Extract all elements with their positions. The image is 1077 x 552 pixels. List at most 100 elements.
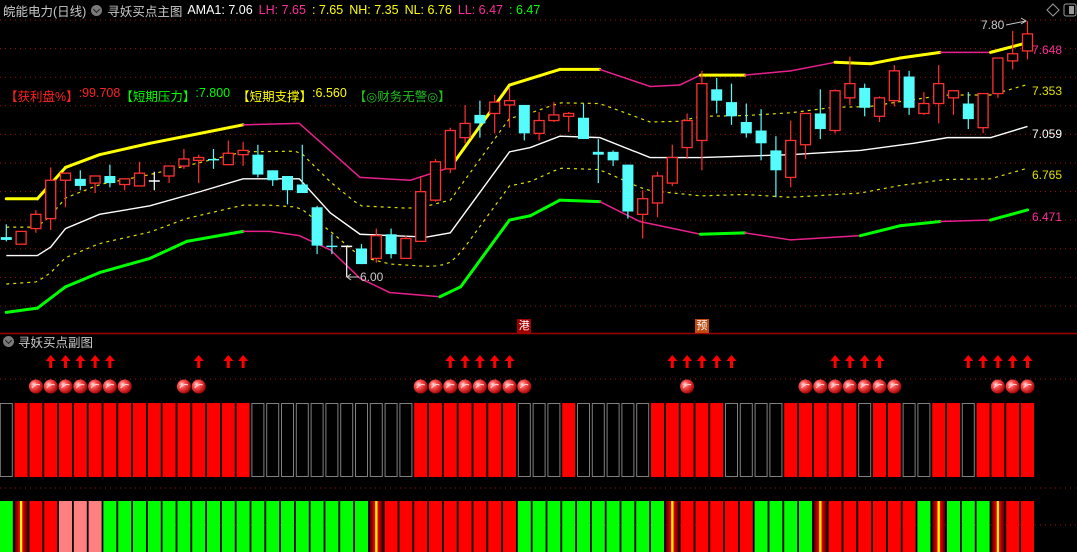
candle xyxy=(89,175,101,194)
upper-band-segment xyxy=(98,141,152,157)
ball-body xyxy=(73,379,88,394)
trend-bar xyxy=(310,501,324,552)
signal-bar-empty xyxy=(310,403,324,477)
candle xyxy=(1021,21,1034,60)
signal-ball-icon xyxy=(443,379,458,394)
ball-stripe xyxy=(505,383,514,389)
candle-body xyxy=(208,158,219,161)
signal-bar-red xyxy=(221,403,235,477)
indicator-title[interactable]: 寻妖买点主图 xyxy=(107,4,183,19)
ball-body xyxy=(58,379,73,394)
lower-band-segment xyxy=(508,214,532,222)
up-arrow-icon xyxy=(978,355,989,368)
diamond-icon[interactable] xyxy=(1046,3,1060,17)
signal-bar-red xyxy=(44,403,58,477)
main-chart-header: 皖能电力(日线) 寻妖买点主图 AMA1: 7.06 LH: 7.65: 7.65… xyxy=(3,2,540,19)
trend-bar xyxy=(651,501,664,552)
candle-body xyxy=(918,102,930,115)
trend-bar xyxy=(547,501,561,552)
candle-body xyxy=(400,237,412,260)
candle-body xyxy=(474,114,486,124)
signal-bar-empty xyxy=(902,403,916,477)
annotation-row: 【获利盘%】:99.708 【短期压力】:7.800 【短期支撑】:6.560 【… xyxy=(5,86,451,105)
trend-bar xyxy=(488,501,502,552)
candle-body xyxy=(1007,53,1019,62)
trend-bar xyxy=(414,501,428,552)
ball-stripe xyxy=(90,383,100,389)
candle xyxy=(252,144,264,178)
trend-bar xyxy=(606,501,620,552)
up-arrow-icon xyxy=(844,355,855,368)
signal-bar-red xyxy=(59,403,72,477)
candle-body xyxy=(814,113,826,130)
ball-stripe xyxy=(75,383,85,389)
lower-band-segment xyxy=(698,231,747,236)
annotation-label: 【短期支撑】 xyxy=(230,90,313,104)
signal-ball-icon xyxy=(813,379,828,394)
annotation-label: 【获利盘%】 xyxy=(5,90,79,104)
chevron-down-icon[interactable] xyxy=(91,4,103,16)
lower-band-segment xyxy=(858,224,902,238)
candle-body xyxy=(429,161,442,201)
candle-body xyxy=(415,190,427,243)
signal-bar-red xyxy=(147,403,161,477)
indicator-value: : 6.47 xyxy=(509,3,541,17)
candle-body xyxy=(311,207,323,246)
candle xyxy=(829,89,841,134)
window-toggle-icon[interactable] xyxy=(1063,3,1077,17)
candle xyxy=(666,144,678,186)
candle-body xyxy=(563,112,575,117)
candle xyxy=(400,235,412,260)
trend-bar xyxy=(429,501,442,552)
up-arrow-icon xyxy=(445,355,456,368)
upper-band-segment xyxy=(649,84,681,88)
signal-ball-icon xyxy=(191,379,206,394)
up-arrow-icon xyxy=(859,355,870,368)
signal-ball-icon xyxy=(502,379,517,394)
candle xyxy=(133,161,146,187)
signal-ball-icon xyxy=(413,379,428,394)
signal-ball-icon xyxy=(43,379,58,394)
chevron-down-icon[interactable] xyxy=(3,336,14,347)
candle xyxy=(844,56,856,105)
lower-band-segment xyxy=(329,249,361,280)
candle-body xyxy=(681,119,693,149)
ball-body xyxy=(990,379,1005,394)
signal-bar-red xyxy=(843,403,857,477)
candlesticks xyxy=(0,21,1034,277)
indicator-values: AMA1: 7.06 LH: 7.65: 7.65 NH: 7.35 NL: 6.76… xyxy=(187,3,540,17)
event-marker[interactable]: 港 xyxy=(517,319,532,333)
up-arrow-icon xyxy=(726,355,737,368)
candle xyxy=(119,178,131,191)
candle xyxy=(45,167,57,230)
sub-chart-title[interactable]: 寻妖买点副图 xyxy=(18,336,94,350)
signal-bar-red xyxy=(88,403,102,477)
signal-ball-icon xyxy=(458,379,473,394)
ball-body xyxy=(413,379,428,394)
candle xyxy=(933,65,945,124)
signal-ball-icon xyxy=(1005,379,1020,394)
lower-band-segment xyxy=(388,291,441,298)
trend-bar xyxy=(281,501,294,552)
ball-body xyxy=(43,379,58,394)
candle-body xyxy=(947,90,960,99)
candle-body xyxy=(148,180,160,182)
candle xyxy=(489,94,501,134)
signal-bar-red xyxy=(429,403,442,477)
candle-body xyxy=(163,165,175,177)
candle-body xyxy=(459,122,471,139)
signal-ball-icon xyxy=(88,379,103,394)
trend-bar xyxy=(384,501,398,552)
ball-stripe xyxy=(801,383,810,389)
candle xyxy=(740,103,752,138)
signal-bar-empty xyxy=(369,403,383,477)
signal-bar-empty xyxy=(577,403,590,477)
signal-bar-red xyxy=(118,403,132,477)
candle xyxy=(15,230,27,245)
trend-bar xyxy=(562,501,576,552)
event-marker[interactable]: 预 xyxy=(694,319,709,333)
signal-bar-empty xyxy=(739,403,753,477)
ball-stripe xyxy=(889,383,899,389)
up-arrow-icon xyxy=(830,355,841,368)
lower-band-segment xyxy=(268,230,301,237)
